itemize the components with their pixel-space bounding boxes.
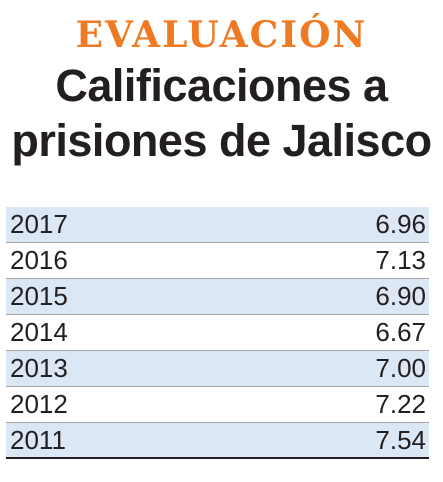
year-cell: 2011 — [10, 424, 66, 455]
year-cell: 2017 — [10, 209, 68, 239]
table-row: 2014 6.67 — [6, 315, 429, 351]
value-cell: 6.90 — [375, 281, 426, 311]
title-line-1: Calificaciones a — [55, 60, 388, 111]
year-cell: 2015 — [10, 281, 68, 311]
title-line-2: prisiones de Jalisco — [11, 115, 432, 166]
value-cell: 6.96 — [375, 209, 426, 239]
year-cell: 2013 — [10, 353, 68, 383]
header: EVALUACIÓN Calificaciones a prisiones de… — [0, 0, 443, 168]
value-cell: 7.54 — [375, 424, 426, 455]
table-row: 2011 7.54 — [6, 423, 429, 459]
table-row: 2013 7.00 — [6, 351, 429, 387]
year-cell: 2016 — [10, 245, 68, 275]
year-cell: 2012 — [10, 389, 68, 419]
data-table: 2017 6.96 2016 7.13 2015 6.90 2014 6.67 2013 7.00… — [6, 207, 429, 459]
table-row: 2015 6.90 — [6, 279, 429, 315]
value-cell: 7.22 — [375, 389, 426, 419]
table-row: 2016 7.13 — [6, 243, 429, 279]
table-row: 2017 6.96 — [6, 207, 429, 243]
value-cell: 7.00 — [375, 353, 426, 383]
table-row: 2012 7.22 — [6, 387, 429, 423]
year-cell: 2014 — [10, 317, 68, 347]
page-title: Calificaciones a prisiones de Jalisco — [0, 58, 443, 168]
value-cell: 7.13 — [375, 245, 426, 275]
value-cell: 6.67 — [375, 317, 426, 347]
kicker: EVALUACIÓN — [75, 14, 368, 56]
